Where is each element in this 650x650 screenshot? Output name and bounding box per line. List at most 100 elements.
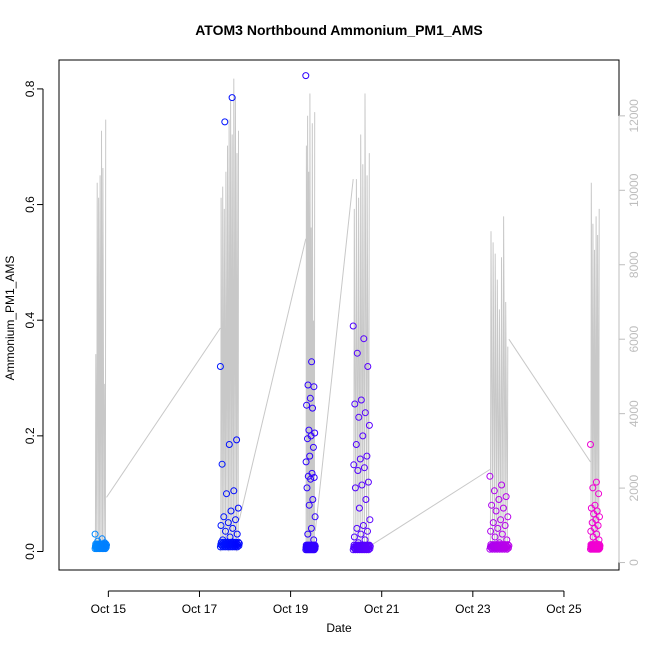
data-point — [355, 504, 363, 512]
data-point — [502, 493, 510, 501]
y2-tick-label: 0 — [627, 559, 641, 566]
data-point — [364, 527, 371, 535]
data-point — [233, 436, 241, 444]
data-point — [352, 441, 360, 448]
data-point — [592, 478, 600, 486]
data-point — [353, 349, 361, 357]
data-point — [223, 490, 230, 498]
data-point — [349, 322, 357, 330]
data-point — [229, 524, 237, 532]
data-point — [595, 490, 603, 498]
data-point — [491, 533, 499, 541]
data-point — [498, 530, 506, 538]
data-point — [589, 533, 597, 541]
data-point — [310, 383, 318, 391]
line-segment-2 — [305, 93, 316, 552]
line-connector-0 — [106, 327, 221, 498]
data-point — [363, 452, 371, 460]
data-point — [230, 487, 238, 495]
data-point — [307, 475, 315, 483]
data-point — [501, 522, 509, 529]
data-point — [224, 519, 232, 527]
data-point — [364, 478, 372, 486]
data-point — [306, 452, 314, 460]
x-tick-label: Oct 17 — [182, 602, 218, 616]
baseline-point — [365, 541, 373, 549]
data-point — [222, 527, 229, 535]
data-point — [365, 421, 373, 429]
line-connector-3 — [370, 469, 491, 547]
x-tick-label: Oct 21 — [364, 602, 400, 616]
data-point — [357, 396, 365, 404]
baseline-point — [596, 544, 604, 552]
data-point — [366, 516, 374, 524]
data-point — [360, 464, 368, 472]
data-point — [589, 484, 597, 492]
data-point — [228, 94, 236, 102]
y-tick-label: 0.2 — [23, 427, 37, 444]
y2-tick-label: 6000 — [627, 326, 641, 353]
data-point — [355, 413, 363, 421]
data-point — [307, 524, 315, 532]
data-point — [309, 496, 317, 503]
data-point — [306, 394, 314, 402]
baseline-point — [311, 542, 319, 550]
baseline-point — [310, 546, 318, 554]
data-point — [490, 487, 498, 495]
line-segment-5 — [590, 182, 600, 552]
data-point — [364, 363, 372, 370]
x-tick-label: Oct 25 — [546, 602, 582, 616]
data-point — [360, 335, 368, 343]
chart-title: ATOM3 Northbound Ammonium_PM1_AMS — [195, 22, 483, 38]
y2-tick-label: 10000 — [627, 173, 641, 207]
baseline-point — [596, 542, 604, 550]
data-point — [351, 484, 359, 492]
baseline-point — [503, 542, 510, 550]
plot-area — [91, 72, 604, 554]
data-point — [311, 513, 319, 521]
baseline-point — [234, 538, 242, 546]
baseline-point — [364, 542, 372, 550]
data-point — [225, 441, 233, 448]
data-point — [492, 507, 500, 515]
line-segment-1 — [220, 78, 239, 552]
baseline-point — [365, 546, 373, 554]
y-tick-label: 0.8 — [23, 80, 37, 97]
baseline-point — [504, 541, 512, 549]
y2-tick-label: 2000 — [627, 474, 641, 501]
y2-tick-label: 8000 — [627, 251, 641, 278]
data-point — [233, 530, 241, 538]
data-point — [354, 467, 362, 474]
x-axis: Oct 15 Oct 17 Oct 19 Oct 21 Oct 23 Oct 25 — [91, 590, 582, 616]
line-segment-4 — [489, 216, 509, 552]
baseline-point — [505, 542, 513, 550]
data-point — [221, 118, 229, 126]
data-point — [302, 458, 310, 466]
x-axis-label: Date — [326, 621, 352, 635]
y-axis-label: Ammonium_PM1_AMS — [3, 256, 17, 381]
data-point — [350, 533, 358, 541]
data-point — [216, 363, 224, 370]
line-connector-1 — [238, 238, 307, 520]
y2-tick-label: 4000 — [627, 400, 641, 427]
data-point — [486, 472, 494, 480]
baseline-point — [235, 539, 243, 547]
data-point — [303, 401, 311, 409]
data-point — [234, 504, 242, 512]
line-connector-4 — [508, 338, 591, 463]
y-tick-label: 0.0 — [23, 543, 37, 560]
data-point — [590, 510, 598, 518]
data-point — [232, 516, 239, 524]
data-point — [351, 400, 359, 408]
baseline-point — [311, 545, 319, 553]
data-point — [305, 426, 313, 434]
y-tick-label: 0.6 — [23, 196, 37, 213]
data-point — [220, 513, 228, 521]
line-segment-3 — [353, 93, 370, 552]
data-point — [489, 519, 497, 527]
data-point — [217, 522, 225, 529]
data-point — [310, 474, 318, 481]
data-point — [504, 513, 512, 521]
point-series — [91, 72, 604, 554]
data-point — [362, 496, 370, 503]
